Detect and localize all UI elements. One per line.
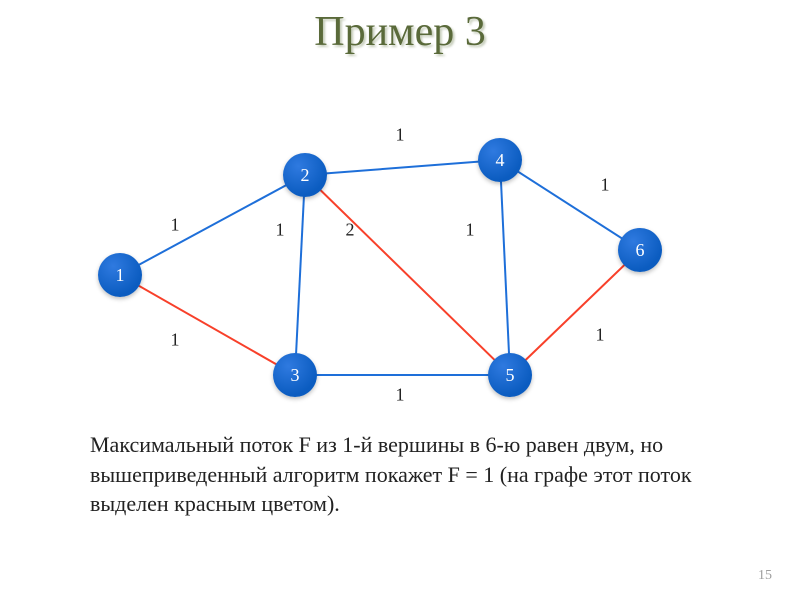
node-4: 4 bbox=[478, 138, 522, 182]
description-text: Максимальный поток F из 1-й вершины в 6-… bbox=[90, 430, 720, 519]
node-2: 2 bbox=[283, 153, 327, 197]
edge-label-2-5: 2 bbox=[346, 220, 355, 241]
node-3: 3 bbox=[273, 353, 317, 397]
edge-4-6 bbox=[500, 160, 640, 250]
node-5: 5 bbox=[488, 353, 532, 397]
edge-2-4 bbox=[305, 160, 500, 175]
edge-label-1-3: 1 bbox=[171, 330, 180, 351]
edge-label-2-3: 1 bbox=[276, 220, 285, 241]
edge-4-5 bbox=[500, 160, 510, 375]
edge-label-4-5: 1 bbox=[466, 220, 475, 241]
edge-label-2-4: 1 bbox=[396, 125, 405, 146]
edge-label-4-6: 1 bbox=[601, 175, 610, 196]
edge-label-1-2: 1 bbox=[171, 215, 180, 236]
edge-2-3 bbox=[295, 175, 305, 375]
edge-5-6 bbox=[510, 250, 640, 375]
edge-label-5-6: 1 bbox=[596, 325, 605, 346]
node-1: 1 bbox=[98, 253, 142, 297]
edge-1-3 bbox=[120, 275, 295, 375]
edge-label-3-5: 1 bbox=[396, 385, 405, 406]
node-6: 6 bbox=[618, 228, 662, 272]
page-number: 15 bbox=[758, 568, 772, 584]
edge-2-5 bbox=[305, 175, 510, 375]
